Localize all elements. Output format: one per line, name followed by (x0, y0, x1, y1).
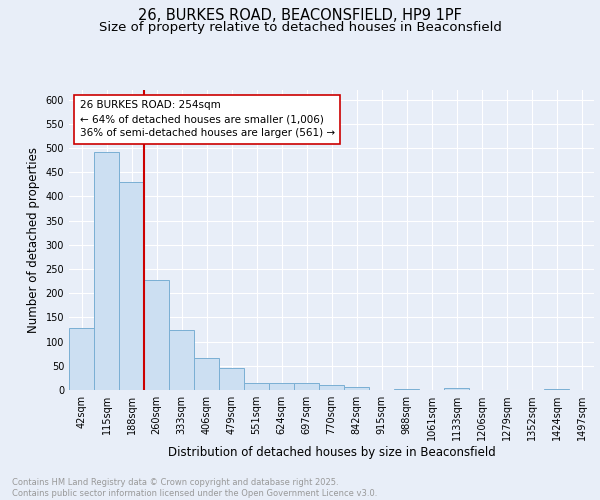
Bar (169, 330, 194, 390)
Bar (194, 358, 219, 390)
Bar (269, 383, 294, 390)
Text: 26, BURKES ROAD, BEACONSFIELD, HP9 1PF: 26, BURKES ROAD, BEACONSFIELD, HP9 1PF (138, 8, 462, 22)
Bar (294, 382, 319, 390)
Bar (244, 383, 269, 390)
Y-axis label: Number of detached properties: Number of detached properties (27, 147, 40, 333)
Text: Size of property relative to detached houses in Beaconsfield: Size of property relative to detached ho… (98, 21, 502, 34)
Bar (119, 182, 144, 390)
Bar (219, 368, 244, 390)
Bar (344, 386, 369, 390)
Text: 26 BURKES ROAD: 254sqm
← 64% of detached houses are smaller (1,006)
36% of semi-: 26 BURKES ROAD: 254sqm ← 64% of detached… (79, 100, 335, 138)
Bar (94, 152, 119, 390)
X-axis label: Distribution of detached houses by size in Beaconsfield: Distribution of detached houses by size … (167, 446, 496, 459)
Bar (69, 328, 94, 390)
Bar (144, 280, 169, 390)
Bar (544, 388, 569, 390)
Text: Contains HM Land Registry data © Crown copyright and database right 2025.
Contai: Contains HM Land Registry data © Crown c… (12, 478, 377, 498)
Bar (444, 388, 469, 390)
Bar (319, 385, 344, 390)
Bar (394, 389, 419, 390)
